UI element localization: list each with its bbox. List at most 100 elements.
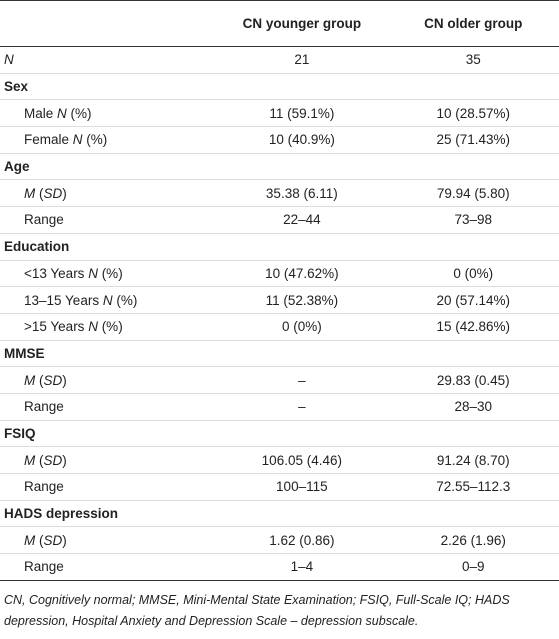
value-cell: 28–30 (387, 393, 559, 421)
value-cell: – (216, 366, 388, 394)
row-label: Male N (%) (0, 99, 217, 128)
row: N 21 35 (0, 46, 559, 74)
value-cell: 11 (59.1%) (216, 99, 388, 128)
value-cell: 0 (0%) (387, 260, 559, 288)
row-label: Education (0, 233, 217, 261)
value-cell: 21 (216, 46, 388, 74)
label-part: SD (43, 532, 63, 548)
row-label: Sex (0, 73, 217, 101)
row-label: Range (0, 553, 217, 581)
value-cell (387, 420, 559, 448)
label-part: SD (43, 372, 63, 388)
label-part: (%) (97, 319, 123, 335)
label-part: MMSE (4, 345, 45, 361)
label-part: ( (35, 452, 44, 468)
row-label: Range (0, 393, 217, 421)
row: Age (0, 153, 559, 181)
label-part: M (24, 452, 36, 468)
label-part: <13 Years (24, 265, 89, 281)
value-cell: 1–4 (216, 553, 388, 581)
value-cell: 0 (0%) (216, 313, 388, 341)
value-cell (387, 340, 559, 368)
row: Range –28–30 (0, 393, 559, 421)
header-cell (0, 0, 217, 47)
row: Female N (%) 10 (40.9%) 25 (71.43%) (0, 126, 559, 154)
value-cell: 2.26 (1.96) (387, 526, 559, 555)
value-cell: 10 (40.9%) (216, 126, 388, 154)
row: Range 1–4 0–9 (0, 553, 559, 581)
label-part: >15 Years (24, 319, 89, 335)
value-cell (216, 233, 388, 261)
row: M (SD) 35.38 (6.11) 79.94 (5.80) (0, 179, 559, 208)
value-cell: 73–98 (387, 206, 559, 234)
row: <13 Years N (%) 10 (47.62%) 0 (0%) (0, 260, 559, 288)
row: Range 22–44 73–98 (0, 206, 559, 234)
value-cell: 100–115 (216, 473, 388, 501)
value-cell: 91.24 (8.70) (387, 446, 559, 474)
row-label: Female N (%) (0, 126, 217, 154)
row-label: M (SD) (0, 446, 217, 474)
value-cell: 11 (52.38%) (216, 286, 388, 314)
value-cell (216, 420, 388, 448)
row: M (SD) 106.05 (4.46) 91.24 (8.70) (0, 446, 559, 474)
value-cell (387, 233, 559, 261)
label-part: ( (35, 532, 44, 548)
label-part: M (24, 532, 36, 548)
row: >15 Years N (%) 0 (0%) 15 (42.86%) (0, 313, 559, 341)
label-part: N (72, 132, 83, 148)
label-part: M (24, 185, 36, 201)
footnote: CN, Cognitively normal; MMSE, Mini-Menta… (4, 592, 510, 628)
label-part: N (57, 105, 67, 121)
label-part: Education (4, 239, 70, 255)
value-cell: – (216, 393, 388, 421)
value-cell (387, 500, 559, 528)
value-cell: 0–9 (387, 553, 559, 581)
label-part: ) (62, 452, 67, 468)
value-cell: 10 (28.57%) (387, 99, 559, 128)
label-part: (%) (82, 132, 108, 148)
value-cell (216, 73, 388, 101)
label-part: Age (4, 159, 30, 175)
label-part: SD (43, 185, 63, 201)
label-part: Female (24, 132, 73, 148)
row: Education (0, 233, 559, 261)
label-part: Range (24, 212, 64, 228)
label-part: Range (24, 479, 64, 495)
value-cell: 35 (387, 46, 559, 74)
table: CN younger group CN older group N 21 35 Sex… (0, 0, 559, 581)
row: HADS depression (0, 500, 559, 528)
header-row: CN younger group CN older group (0, 0, 559, 47)
label-part: SD (43, 452, 63, 468)
value-cell (216, 340, 388, 368)
label-part: (%) (66, 105, 92, 121)
header-cell: CN older group (387, 0, 559, 47)
label-part: FSIQ (4, 425, 36, 441)
label-part: Sex (4, 79, 29, 95)
value-cell: 20 (57.14%) (387, 286, 559, 314)
label-part: ( (35, 372, 44, 388)
row-label: >15 Years N (%) (0, 313, 217, 341)
label-part: (%) (97, 265, 123, 281)
row-label: FSIQ (0, 420, 217, 448)
row-label: HADS depression (0, 500, 217, 528)
value-cell: 79.94 (5.80) (387, 179, 559, 208)
row: Sex (0, 73, 559, 101)
row-label: MMSE (0, 340, 217, 368)
value-cell: 15 (42.86%) (387, 313, 559, 341)
label-part: N (88, 319, 98, 335)
row-label: Range (0, 206, 217, 234)
row-label: M (SD) (0, 526, 217, 555)
value-cell (216, 153, 388, 181)
row: Male N (%) 11 (59.1%) 10 (28.57%) (0, 99, 559, 128)
value-cell (387, 153, 559, 181)
value-cell: 25 (71.43%) (387, 126, 559, 154)
label-part: N (88, 265, 98, 281)
value-cell: 10 (47.62%) (216, 260, 388, 288)
row-label: Range (0, 473, 217, 501)
label-part: ) (62, 532, 67, 548)
row: M (SD) –29.83 (0.45) (0, 366, 559, 394)
row-label: M (SD) (0, 366, 217, 394)
row-label: M (SD) (0, 179, 217, 208)
label-part: Male (24, 105, 58, 121)
